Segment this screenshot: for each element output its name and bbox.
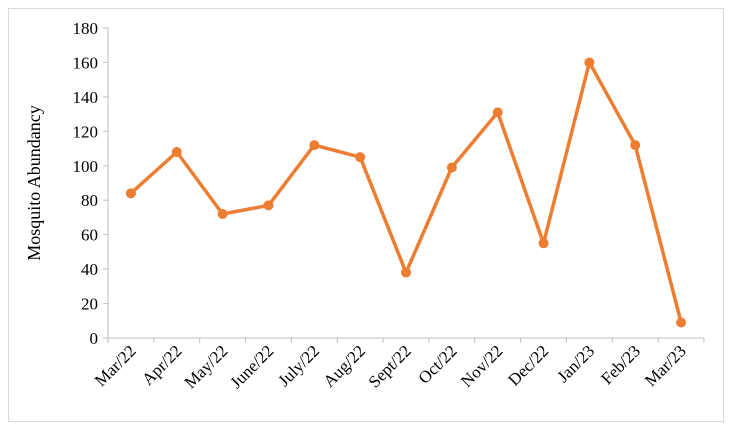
- y-tick-label: 180: [73, 19, 99, 38]
- x-tick-label: Jan/23: [553, 341, 598, 386]
- y-axis-title: Mosquito Abundancy: [24, 105, 44, 261]
- y-tick-label: 160: [73, 53, 99, 72]
- data-point: [630, 140, 641, 151]
- y-tick-label: 80: [81, 191, 98, 210]
- x-tick-label: Apr/22: [138, 341, 185, 388]
- data-point: [263, 200, 274, 211]
- x-tick-label: Aug/22: [319, 341, 368, 390]
- y-tick-label: 140: [73, 88, 99, 107]
- x-tick-label: Sept/22: [365, 341, 415, 391]
- data-point: [676, 317, 687, 328]
- data-point: [446, 162, 457, 173]
- y-tick-label: 40: [81, 260, 98, 279]
- x-tick-label: Dec/22: [504, 341, 552, 389]
- data-point: [309, 140, 320, 151]
- x-tick-label: June/22: [226, 341, 277, 392]
- data-point: [492, 107, 503, 118]
- x-tick-label: May/22: [181, 341, 232, 392]
- x-tick-label: Nov/22: [457, 341, 506, 390]
- series-group: [125, 57, 687, 328]
- data-point: [538, 238, 549, 249]
- data-point: [171, 147, 182, 157]
- data-point: [355, 152, 366, 163]
- data-point: [401, 267, 411, 278]
- data-point: [125, 188, 136, 199]
- data-point: [217, 209, 228, 219]
- series-line: [129, 60, 683, 323]
- data-point: [584, 57, 595, 68]
- x-tick-label: Mar/23: [641, 341, 690, 390]
- chart-frame: [8, 8, 724, 422]
- x-tick-label: Feb/23: [597, 341, 644, 388]
- y-tick-label: 60: [81, 226, 98, 245]
- axes: 0 20 40 60 80 100 120 140 160 180 Mar/22Apr/22May/…: [73, 19, 705, 392]
- y-tick-label: 0: [90, 329, 99, 348]
- x-tick-label: Mar/22: [91, 341, 140, 390]
- y-tick-label: 100: [73, 157, 99, 176]
- y-tick-label: 20: [81, 295, 98, 314]
- x-tick-label: Oct/22: [415, 341, 461, 387]
- y-tick-label: 120: [73, 122, 99, 141]
- x-tick-label: July/22: [274, 341, 323, 390]
